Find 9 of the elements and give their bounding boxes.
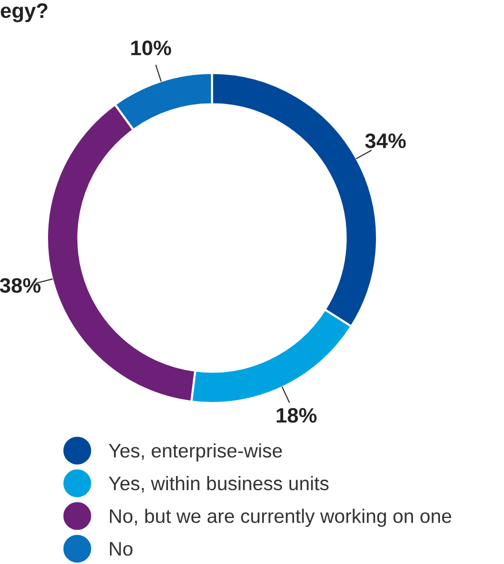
chart-title: egy? [0, 3, 48, 22]
data-label: 10% [131, 40, 172, 56]
data-label: 18% [276, 408, 317, 423]
legend-label: Yes, enterprise-wise [108, 443, 282, 462]
data-label: 38% [0, 278, 41, 293]
legend-label: No [110, 542, 132, 556]
legend-label: No, but we are currently working on one [110, 508, 452, 527]
data-label: 34% [365, 133, 406, 148]
legend-label: Yes, within business units [108, 476, 329, 493]
